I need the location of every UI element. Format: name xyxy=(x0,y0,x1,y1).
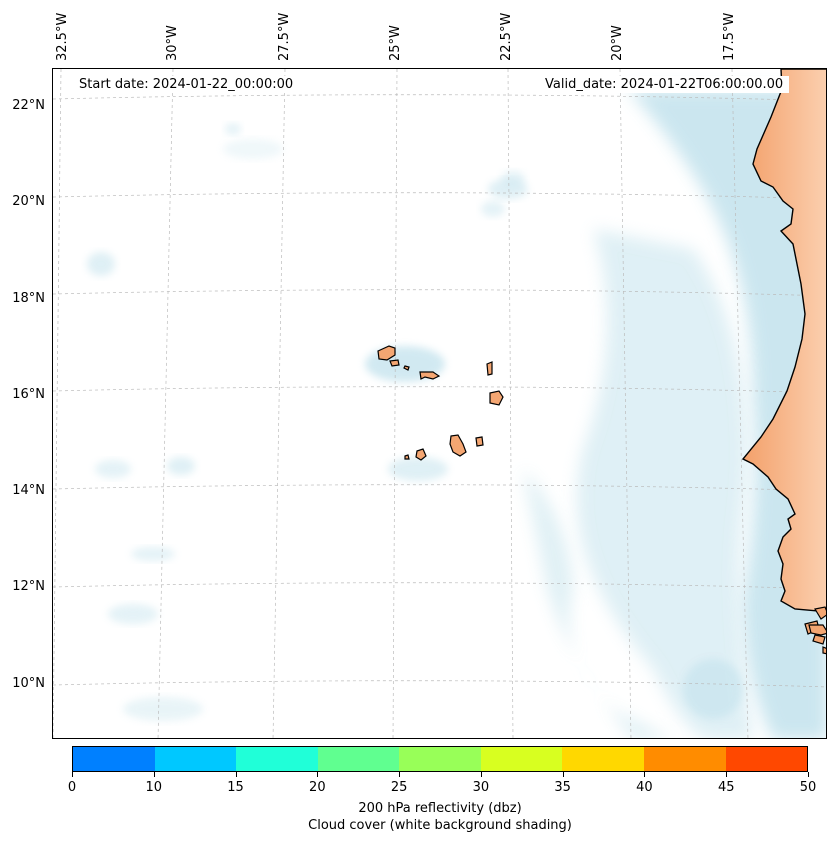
coastline-africa xyxy=(741,69,826,612)
cloud-cover-layer xyxy=(87,89,826,738)
colorbar-segment xyxy=(562,747,644,771)
cloud-patch xyxy=(481,201,505,217)
lon-label: 27.5°W xyxy=(277,12,292,61)
colorbar-tick xyxy=(480,772,482,777)
island-brava xyxy=(404,454,410,460)
lat-label: 22°N xyxy=(12,98,45,113)
colorbar-tick-label: 15 xyxy=(227,780,244,795)
island-bissagos xyxy=(812,634,826,645)
cloud-patch xyxy=(167,457,195,475)
colorbar-tick-label: 30 xyxy=(472,780,490,795)
map-canvas xyxy=(53,69,826,738)
cloud-patch xyxy=(95,460,131,478)
colorbar-tick-label: 35 xyxy=(554,780,571,795)
valid-date-label: Valid_date: 2024-01-22T06:00:00.00 xyxy=(539,76,790,93)
lon-label: 25°W xyxy=(388,25,403,61)
island-bissagos xyxy=(814,606,826,620)
colorbar-tick xyxy=(72,772,73,777)
island-sao-vicente xyxy=(389,359,400,367)
lon-label: 17.5°W xyxy=(722,12,737,61)
cloud-patch xyxy=(131,547,175,561)
colorbar-segment xyxy=(643,747,726,771)
colorbar-tick xyxy=(317,772,319,777)
colorbar-segment xyxy=(317,747,400,771)
colorbar-tick xyxy=(235,772,237,777)
colorbar-segment xyxy=(154,747,237,771)
cape-verde-islands xyxy=(377,345,504,461)
colorbar-tick-label: 25 xyxy=(390,780,408,795)
colorbar-label-primary: 200 hPa reflectivity (dbz) xyxy=(358,801,522,816)
island-santa-luzia xyxy=(403,365,410,371)
lat-label: 10°N xyxy=(12,676,45,691)
cloud-band-inner xyxy=(576,229,753,738)
colorbar-tick-label: 45 xyxy=(717,780,735,795)
colorbar-segment xyxy=(725,747,808,771)
colorbar-tick-label: 0 xyxy=(67,780,77,795)
island-maio xyxy=(475,436,484,447)
cloud-patch xyxy=(225,123,241,135)
colorbar-tick xyxy=(644,772,646,777)
island-sao-nicolau xyxy=(419,371,441,380)
island-bissagos xyxy=(808,624,826,636)
colorbar-tick-label: 10 xyxy=(145,780,163,795)
cloud-band-lower xyxy=(523,469,670,738)
lon-label: 20°W xyxy=(610,25,625,61)
lat-label: 18°N xyxy=(12,291,45,306)
colorbar xyxy=(72,746,808,772)
cloud-patch xyxy=(501,171,525,187)
lat-label: 16°N xyxy=(12,387,45,402)
map-panel[interactable] xyxy=(52,68,827,739)
colorbar-tick xyxy=(726,772,728,777)
graticule xyxy=(53,69,826,738)
lat-label: 14°N xyxy=(12,483,45,498)
colorbar-segment xyxy=(399,747,481,771)
colorbar-tick xyxy=(562,772,564,777)
island-bissagos xyxy=(822,646,826,655)
lon-label: 32.5°W xyxy=(55,12,70,61)
colorbar-segment xyxy=(480,747,563,771)
island-santo-antao xyxy=(377,345,396,361)
cloud-patch xyxy=(683,659,743,719)
island-boa-vista xyxy=(489,390,504,406)
lat-label: 12°N xyxy=(12,579,45,594)
cloud-patch xyxy=(87,252,115,276)
cloud-patch xyxy=(108,604,158,624)
colorbar-label-secondary: Cloud cover (white background shading) xyxy=(308,818,572,833)
island-santiago xyxy=(449,434,467,457)
colorbar-tick xyxy=(808,772,809,777)
start-date-label: Start date: 2024-01-22_00:00:00 xyxy=(73,76,300,93)
land-africa xyxy=(741,69,826,655)
colorbar-tick-label: 40 xyxy=(636,780,653,795)
lat-label: 20°N xyxy=(12,194,45,209)
island-fogo xyxy=(415,448,427,461)
lon-label: 30°W xyxy=(165,25,180,61)
colorbar-tick xyxy=(153,772,155,777)
lon-label: 22.5°W xyxy=(499,12,514,61)
cloud-patch xyxy=(223,139,283,159)
colorbar-tick xyxy=(399,772,401,777)
colorbar-segment xyxy=(73,747,155,771)
colorbar-tick-label: 50 xyxy=(799,780,817,795)
island-sal xyxy=(486,361,493,376)
colorbar-tick-label: 20 xyxy=(309,780,326,795)
cloud-patch xyxy=(123,697,203,721)
cloud-band-east xyxy=(628,89,826,738)
colorbar-segment xyxy=(236,747,318,771)
cloud-patch xyxy=(388,457,448,481)
